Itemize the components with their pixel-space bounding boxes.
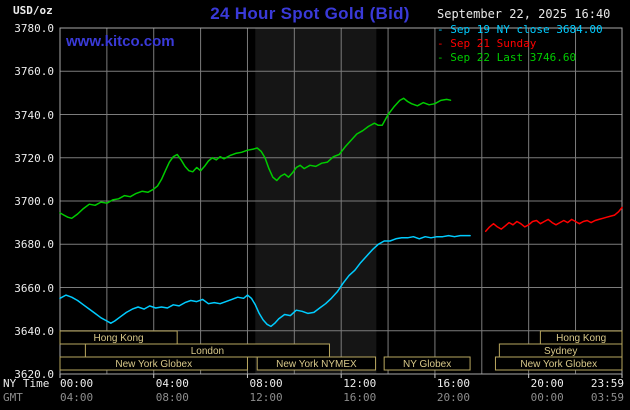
y-tick-label: 3620.0 (14, 368, 54, 381)
x-tick-label-gmt: 08:00 (155, 391, 189, 404)
x-axis-gmt: GMT 04:00 08:00 12:00 16:00 20:00 00:00 03:59 (0, 391, 630, 404)
session-label: New York NYMEX (276, 359, 357, 370)
x-tick-label-ny: 20:00 (530, 377, 564, 390)
y-axis: 3780.0 3760.0 3740.0 3720.0 3700.0 3680.0 3660… (0, 0, 56, 410)
legend-label: Sep 22 Last 3746.60 (450, 51, 577, 64)
legend-label: Sep 19 NY close 3684.00 (450, 23, 603, 36)
session-box (494, 356, 623, 371)
series-line-sep21 (484, 206, 623, 233)
session-label: Sydney (544, 346, 577, 357)
x-tick-label-gmt: 03:59 (590, 391, 624, 404)
x-tick-label-ny: 12:00 (343, 377, 377, 390)
y-tick-label: 3680.0 (14, 238, 54, 252)
legend-item: - Sep 21 Sunday (437, 37, 603, 51)
legend-swatch: - (437, 37, 451, 50)
x-tick-label-ny: 16:00 (436, 377, 471, 390)
legend: - Sep 19 NY close 3684.00- Sep 21 Sunday… (437, 23, 603, 65)
session-label: NY Globex (403, 359, 451, 370)
session-label: Hong Kong (94, 333, 144, 344)
x-tick-label-ny: 23:59 (590, 377, 624, 390)
legend-label: Sep 21 Sunday (450, 37, 537, 50)
y-tick-label: 3760.0 (14, 65, 54, 79)
y-tick-label: 3660.0 (14, 281, 54, 295)
x-tick-label-ny: 00:00 (60, 377, 94, 390)
y-tick-label: 3720.0 (14, 151, 54, 165)
series-line-sep19 (59, 234, 471, 328)
kitco-link[interactable]: www.kitco.com (66, 33, 175, 50)
x-axis-ny: NY Time 00:00 04:00 08:00 12:00 16:00 20:00 23… (0, 377, 630, 390)
x-tick-label-gmt: 12:00 (249, 391, 283, 404)
series-line-sep22 (59, 97, 452, 220)
legend-item: - Sep 19 NY close 3684.00 (437, 23, 603, 37)
chart-title: 24 Hour Spot Gold (Bid) (210, 4, 410, 23)
y-tick-label: 3740.0 (14, 108, 54, 122)
legend-item: - Sep 22 Last 3746.60 (437, 51, 603, 65)
y-tick-label: 3700.0 (14, 195, 54, 208)
y-tick-label: 3640.0 (14, 324, 54, 338)
y-tick-label: 3780.0 (14, 22, 54, 35)
session-box (59, 356, 248, 371)
legend-swatch: - (437, 51, 451, 64)
x-tick-label-gmt: 00:00 (530, 391, 564, 404)
session-box (383, 356, 471, 371)
session-label: New York Globex (520, 359, 597, 370)
x-tick-label-ny: 08:00 (249, 377, 283, 390)
gmt-label: GMT (3, 391, 23, 404)
x-tick-label-gmt: 20:00 (436, 391, 471, 404)
y-axis-unit-label: USD/oz (13, 4, 53, 17)
session-label: London (191, 346, 224, 357)
session-label: Hong Kong (556, 333, 606, 344)
legend-swatch: - (437, 23, 451, 36)
session-box (256, 356, 377, 371)
date-time: September 22, 2025 16:40 (437, 7, 611, 21)
x-tick-label-gmt: 04:00 (60, 391, 94, 404)
session-label: New York Globex (115, 359, 192, 370)
ny-time-label: NY Time (3, 377, 50, 390)
x-tick-label-gmt: 16:00 (343, 391, 377, 404)
x-tick-label-ny: 04:00 (155, 377, 189, 390)
